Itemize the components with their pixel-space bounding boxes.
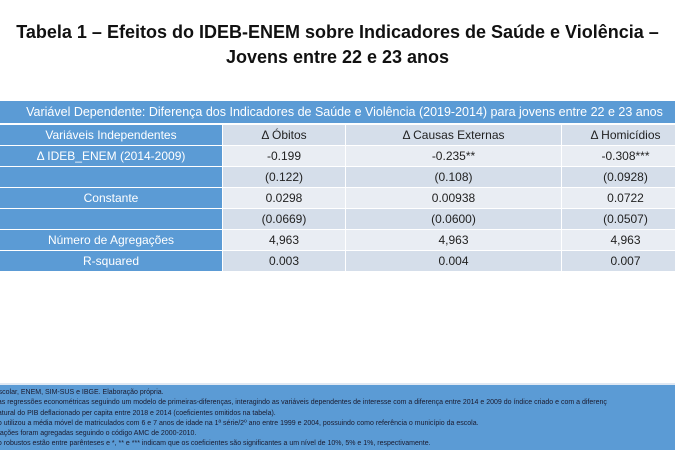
cell: 0.00938: [345, 187, 562, 209]
table-row: Número de Agregações 4,963 4,963 4,963: [0, 229, 675, 251]
table-title: Tabela 1 – Efeitos do IDEB-ENEM sobre In…: [16, 22, 659, 67]
footnote: ão robustos estão entre parênteses e *, …: [0, 440, 431, 448]
header-row: Variáveis Independentes Δ Óbitos Δ Causa…: [0, 124, 675, 146]
footnotes: Escolar, ENEM, SIM-SUS e IBGE. Elaboraçã…: [0, 383, 675, 450]
cell: (0.0928): [561, 166, 675, 188]
cell: 0.003: [222, 250, 346, 272]
cell: -0.308***: [561, 145, 675, 167]
cell: (0.108): [345, 166, 562, 188]
row-label: [0, 208, 223, 230]
cell: -0.235**: [345, 145, 562, 167]
cell: 0.0722: [561, 187, 675, 209]
table-row: (0.122) (0.108) (0.0928): [0, 166, 675, 188]
table-row: (0.0669) (0.0600) (0.0507): [0, 208, 675, 230]
row-label: Número de Agregações: [0, 229, 223, 251]
cell: 4,963: [561, 229, 675, 251]
cell: (0.122): [222, 166, 346, 188]
header-cell: Δ Homicídios: [561, 124, 675, 146]
table-row: Constante 0.0298 0.00938 0.0722: [0, 187, 675, 209]
cell: -0.199: [222, 145, 346, 167]
cell: (0.0507): [561, 208, 675, 230]
cell: (0.0600): [345, 208, 562, 230]
cell: 0.004: [345, 250, 562, 272]
footnote: Escolar, ENEM, SIM-SUS e IBGE. Elaboraçã…: [0, 389, 164, 396]
table-row: R-squared 0.003 0.004 0.007: [0, 250, 675, 272]
cell: 4,963: [345, 229, 562, 251]
footnote: natural do PIB deflacionado per capita e…: [0, 409, 276, 417]
regression-table: Variável Dependente: Diferença dos Indic…: [0, 101, 675, 272]
cell: 0.007: [561, 250, 675, 272]
header-cell: Δ Causas Externas: [345, 124, 562, 146]
footnote: das regressões econométricas seguindo um…: [0, 399, 607, 407]
header-cell: Δ Óbitos: [222, 124, 346, 146]
cell: 4,963: [222, 229, 346, 251]
footnote: mações foram agregadas seguindo o código…: [0, 430, 197, 438]
cell: (0.0669): [222, 208, 346, 230]
table-row: Δ IDEB_ENEM (2014-2009) -0.199 -0.235** -0.…: [0, 145, 675, 167]
row-label: R-squared: [0, 250, 223, 272]
cell: 0.0298: [222, 187, 346, 209]
table-caption: Variável Dependente: Diferença dos Indic…: [0, 101, 675, 125]
row-label: Constante: [0, 187, 223, 209]
row-label: Δ IDEB_ENEM (2014-2009): [0, 145, 223, 167]
row-label: [0, 166, 223, 188]
footnote: do utilizou a média móvel de matriculado…: [0, 419, 479, 427]
header-cell: Variáveis Independentes: [0, 124, 223, 146]
